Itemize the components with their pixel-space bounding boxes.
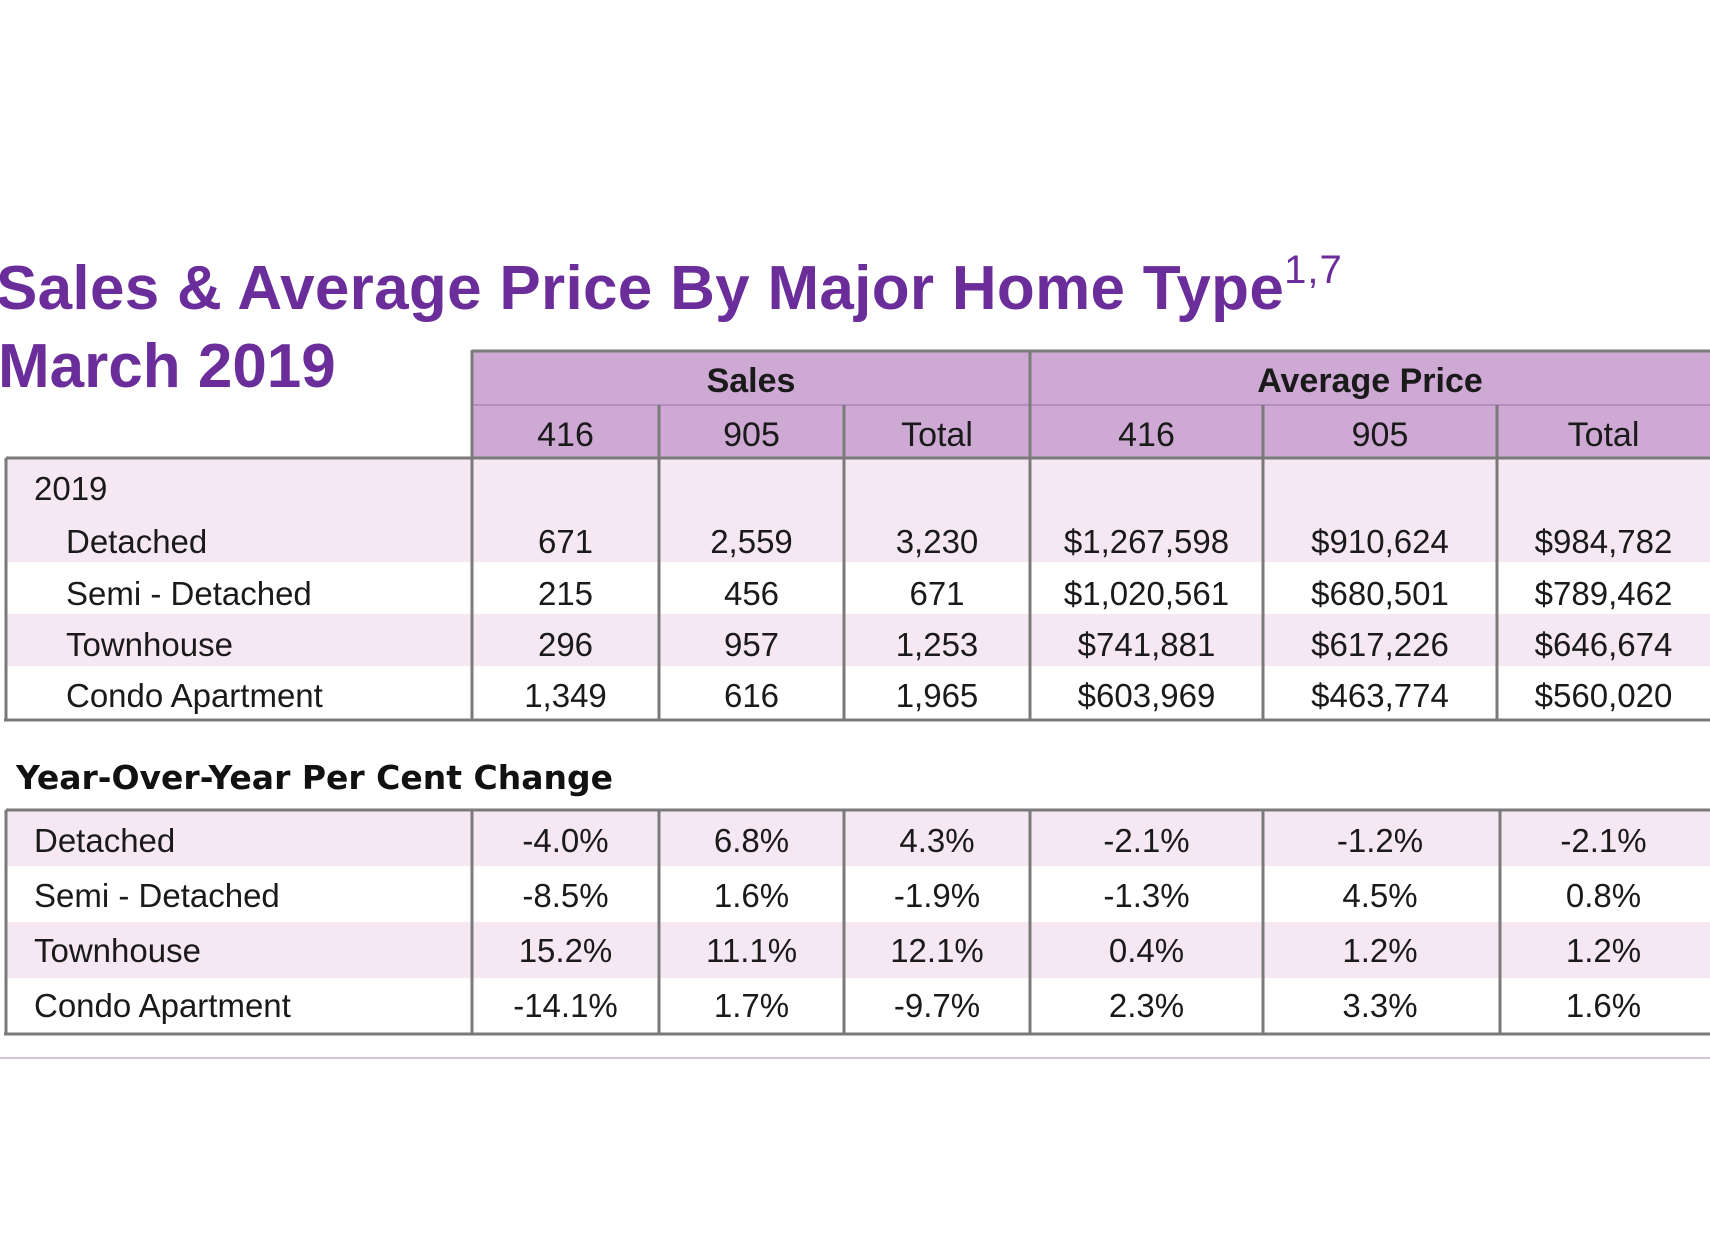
data-cell: $617,226 — [1311, 626, 1449, 663]
data-cell: $680,501 — [1311, 575, 1449, 612]
data-cell: 3,230 — [896, 523, 979, 560]
yoy-cell: -4.0% — [522, 822, 608, 859]
row-shade — [6, 810, 1710, 866]
yoy-cell: 6.8% — [714, 822, 789, 859]
yoy-cell: -9.7% — [894, 987, 980, 1024]
yoy-cell: -8.5% — [522, 877, 608, 914]
yoy-cell: -1.2% — [1337, 822, 1423, 859]
yoy-cell: -1.3% — [1103, 877, 1189, 914]
data-cell: 1,965 — [896, 677, 979, 714]
column-header: Total — [901, 416, 973, 454]
data-cell: $741,881 — [1078, 626, 1216, 663]
row-shade — [6, 614, 1710, 666]
yoy-cell: 11.1% — [706, 932, 797, 969]
yoy-cell: 2.3% — [1109, 987, 1184, 1024]
yoy-heading: Year-Over-Year Per Cent Change — [16, 758, 613, 797]
column-header: 905 — [723, 416, 780, 454]
yoy-cell: 4.3% — [899, 822, 974, 859]
data-cell: $984,782 — [1535, 523, 1673, 560]
data-cell: $646,674 — [1535, 626, 1673, 663]
yoy-row-label: Semi - Detached — [34, 877, 280, 914]
data-cell: 957 — [724, 626, 779, 663]
yoy-cell: 3.3% — [1342, 987, 1417, 1024]
yoy-cell: 15.2% — [519, 932, 613, 969]
column-header: 416 — [537, 416, 594, 454]
data-cell: 616 — [724, 677, 779, 714]
data-cell: $789,462 — [1535, 575, 1673, 612]
yoy-cell: 0.4% — [1109, 932, 1184, 969]
row-shade — [6, 922, 1710, 978]
row-label: Condo Apartment — [66, 677, 323, 714]
yoy-cell: 1.6% — [714, 877, 789, 914]
row-label: Townhouse — [66, 626, 233, 663]
yoy-cell: -2.1% — [1560, 822, 1646, 859]
row-label: Detached — [66, 523, 207, 560]
data-cell: 2,559 — [710, 523, 793, 560]
section-label-2019: 2019 — [34, 470, 107, 507]
data-cell: $1,020,561 — [1064, 575, 1229, 612]
yoy-cell: 12.1% — [890, 932, 984, 969]
yoy-row-label: Detached — [34, 822, 175, 859]
data-cell: $603,969 — [1078, 677, 1216, 714]
chart-subtitle: March 2019 — [0, 332, 336, 401]
yoy-cell: 1.2% — [1342, 932, 1417, 969]
column-header: Total — [1568, 416, 1640, 454]
data-cell: 296 — [538, 626, 593, 663]
data-cell: 215 — [538, 575, 593, 612]
data-cell: $560,020 — [1535, 677, 1673, 714]
yoy-row-label: Condo Apartment — [34, 987, 291, 1024]
yoy-cell: 1.2% — [1566, 932, 1641, 969]
yoy-cell: -14.1% — [513, 987, 618, 1024]
yoy-cell: 4.5% — [1342, 877, 1417, 914]
group-header-average-price: Average Price — [1257, 362, 1483, 400]
yoy-cell: 1.6% — [1566, 987, 1641, 1024]
column-header: 416 — [1118, 416, 1175, 454]
data-cell: 671 — [909, 575, 964, 612]
data-cell: $1,267,598 — [1064, 523, 1229, 560]
yoy-cell: -1.9% — [894, 877, 980, 914]
chart-title: Sales & Average Price By Major Home Type… — [0, 248, 1343, 323]
data-cell: $463,774 — [1311, 677, 1449, 714]
row-shade — [6, 458, 1710, 562]
data-cell: $910,624 — [1311, 523, 1449, 560]
data-cell: 1,253 — [896, 626, 979, 663]
yoy-row-label: Townhouse — [34, 932, 201, 969]
group-header-sales: Sales — [707, 362, 796, 400]
yoy-cell: -2.1% — [1103, 822, 1189, 859]
data-cell: 671 — [538, 523, 593, 560]
data-cell: 1,349 — [524, 677, 607, 714]
data-cell: 456 — [724, 575, 779, 612]
column-header: 905 — [1352, 416, 1409, 454]
title-superscript: 1,7 — [1284, 248, 1343, 292]
row-label: Semi - Detached — [66, 575, 312, 612]
yoy-cell: 1.7% — [714, 987, 789, 1024]
yoy-cell: 0.8% — [1566, 877, 1641, 914]
